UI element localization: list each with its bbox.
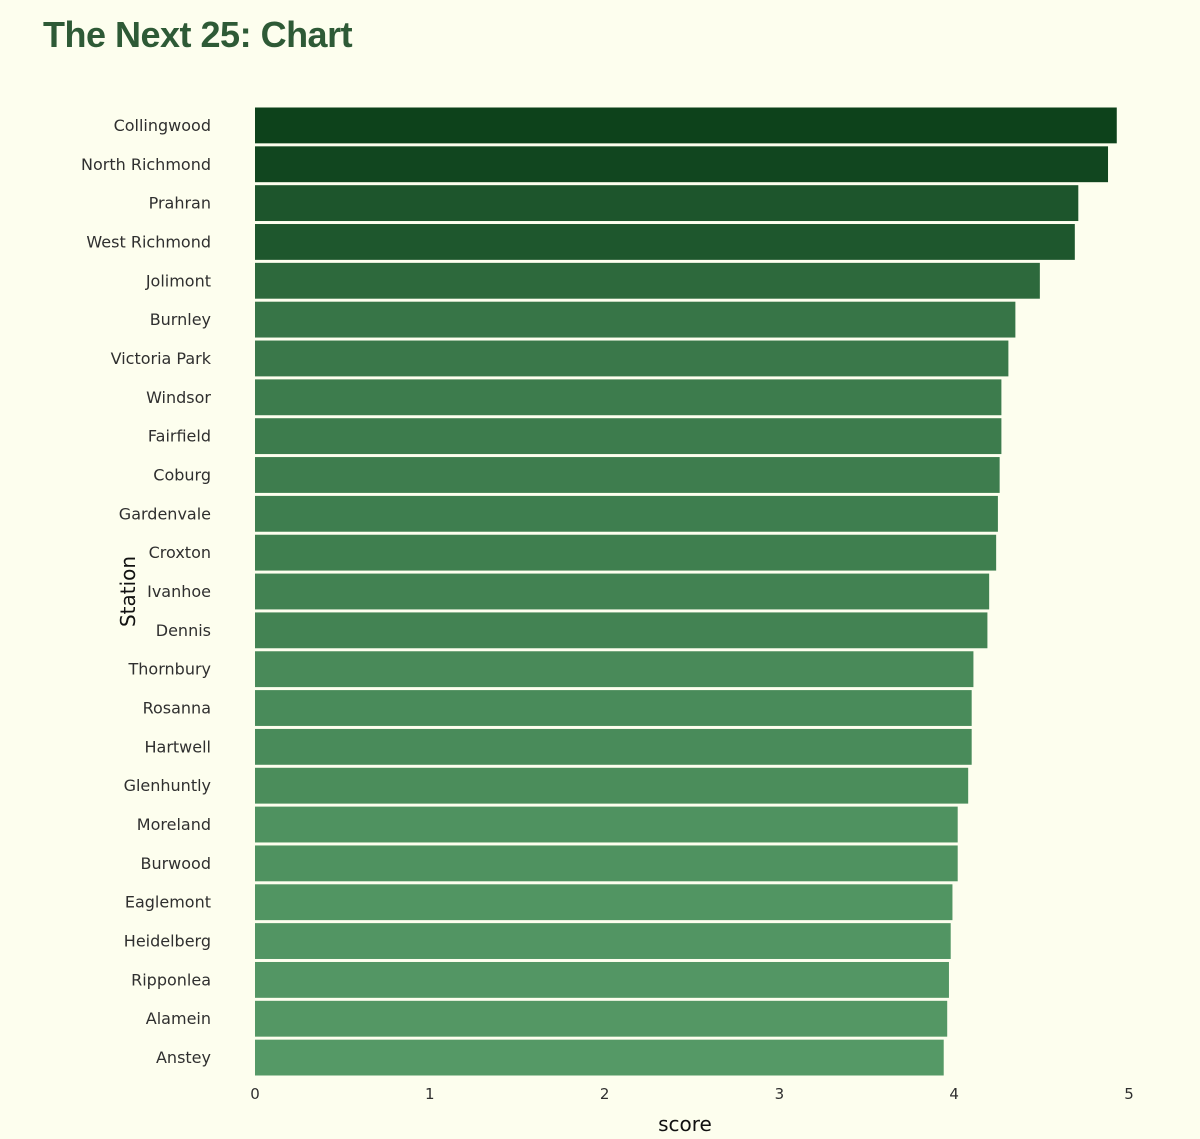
y-tick-label: Ripponlea bbox=[131, 970, 211, 989]
x-tick-label: 3 bbox=[775, 1085, 785, 1103]
y-tick-label: Fairfield bbox=[148, 427, 211, 446]
y-tick-label: Victoria Park bbox=[111, 349, 212, 368]
y-tick-label: West Richmond bbox=[86, 232, 211, 251]
bar-burnley bbox=[255, 301, 1016, 338]
y-axis-title: Station bbox=[116, 556, 140, 627]
y-tick-label: Alamein bbox=[146, 1009, 211, 1028]
y-axis-ticks: Collingwood North Richmond Prahran West Ric… bbox=[81, 116, 212, 1067]
bar-ripponlea bbox=[255, 961, 949, 998]
y-tick-label: Glenhuntly bbox=[124, 776, 211, 795]
y-tick-label: Thornbury bbox=[128, 660, 211, 679]
bar-heidelberg bbox=[255, 923, 951, 959]
x-axis-ticks: 0 1 2 3 4 5 bbox=[250, 1085, 1134, 1103]
x-axis-title: score bbox=[658, 1112, 712, 1136]
y-tick-label: Windsor bbox=[146, 388, 211, 407]
y-tick-label: North Richmond bbox=[81, 155, 211, 174]
y-tick-label: Ivanhoe bbox=[147, 582, 211, 601]
x-tick-label: 2 bbox=[600, 1085, 610, 1103]
x-tick-label: 1 bbox=[425, 1085, 435, 1103]
y-tick-label: Moreland bbox=[137, 815, 211, 834]
y-tick-label: Prahran bbox=[149, 194, 211, 213]
x-tick-label: 5 bbox=[1124, 1085, 1134, 1103]
page-title: The Next 25: Chart bbox=[43, 14, 353, 55]
bar-dennis bbox=[255, 612, 988, 649]
y-tick-label: Jolimont bbox=[145, 271, 211, 290]
bar-ivanhoe bbox=[255, 573, 990, 610]
bar-prahran bbox=[255, 185, 1079, 222]
y-tick-label: Coburg bbox=[153, 465, 211, 484]
bar-collingwood bbox=[255, 107, 1117, 144]
bar-rosanna bbox=[255, 690, 972, 726]
y-tick-label: Anstey bbox=[156, 1048, 211, 1067]
bars-group bbox=[255, 107, 1117, 1076]
bar-west-richmond bbox=[255, 224, 1075, 260]
y-tick-label: Rosanna bbox=[143, 699, 211, 718]
y-tick-label: Croxton bbox=[149, 543, 211, 562]
bar-jolimont bbox=[255, 262, 1040, 299]
bar-glenhuntly bbox=[255, 767, 969, 804]
bar-victoria-park bbox=[255, 340, 1009, 377]
bar-eaglemont bbox=[255, 884, 953, 921]
y-tick-label: Collingwood bbox=[114, 116, 211, 135]
y-tick-label: Dennis bbox=[156, 621, 211, 640]
bar-fairfield bbox=[255, 418, 1002, 455]
bar-burwood bbox=[255, 845, 958, 882]
bar-coburg bbox=[255, 457, 1000, 493]
bar-hartwell bbox=[255, 728, 972, 765]
x-tick-label: 4 bbox=[949, 1085, 959, 1103]
y-tick-label: Hartwell bbox=[144, 737, 211, 756]
bar-croxton bbox=[255, 534, 997, 571]
bar-north-richmond bbox=[255, 146, 1109, 183]
y-tick-label: Eaglemont bbox=[125, 893, 211, 912]
bar-alamein bbox=[255, 1000, 948, 1037]
bar-anstey bbox=[255, 1039, 944, 1076]
bar-windsor bbox=[255, 379, 1002, 416]
y-tick-label: Gardenvale bbox=[119, 504, 211, 523]
bar-moreland bbox=[255, 806, 958, 843]
bar-thornbury bbox=[255, 651, 974, 688]
y-tick-label: Heidelberg bbox=[124, 932, 211, 951]
y-tick-label: Burnley bbox=[150, 310, 211, 329]
bar-gardenvale bbox=[255, 495, 998, 532]
x-tick-label: 0 bbox=[250, 1085, 260, 1103]
y-tick-label: Burwood bbox=[140, 854, 211, 873]
